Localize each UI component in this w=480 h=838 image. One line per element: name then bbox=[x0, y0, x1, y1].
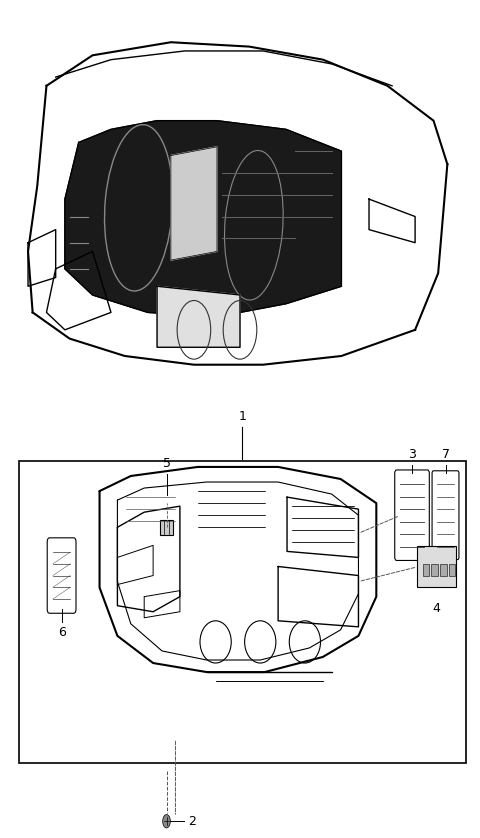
Text: 5: 5 bbox=[163, 457, 170, 469]
Text: 1: 1 bbox=[239, 410, 246, 423]
FancyBboxPatch shape bbox=[440, 564, 447, 576]
Polygon shape bbox=[157, 287, 240, 347]
Text: 2: 2 bbox=[188, 815, 196, 828]
FancyBboxPatch shape bbox=[47, 538, 76, 613]
Text: 3: 3 bbox=[408, 447, 416, 461]
Text: 7: 7 bbox=[442, 447, 449, 461]
Circle shape bbox=[163, 815, 170, 828]
Text: 6: 6 bbox=[58, 626, 66, 639]
FancyBboxPatch shape bbox=[395, 470, 429, 561]
FancyBboxPatch shape bbox=[449, 564, 456, 576]
Text: 4: 4 bbox=[432, 602, 441, 615]
Polygon shape bbox=[171, 147, 217, 260]
FancyBboxPatch shape bbox=[19, 461, 466, 763]
FancyBboxPatch shape bbox=[418, 546, 456, 587]
Polygon shape bbox=[65, 121, 341, 317]
FancyBboxPatch shape bbox=[432, 564, 438, 576]
FancyBboxPatch shape bbox=[423, 564, 430, 576]
FancyBboxPatch shape bbox=[432, 471, 459, 560]
FancyBboxPatch shape bbox=[160, 520, 173, 535]
